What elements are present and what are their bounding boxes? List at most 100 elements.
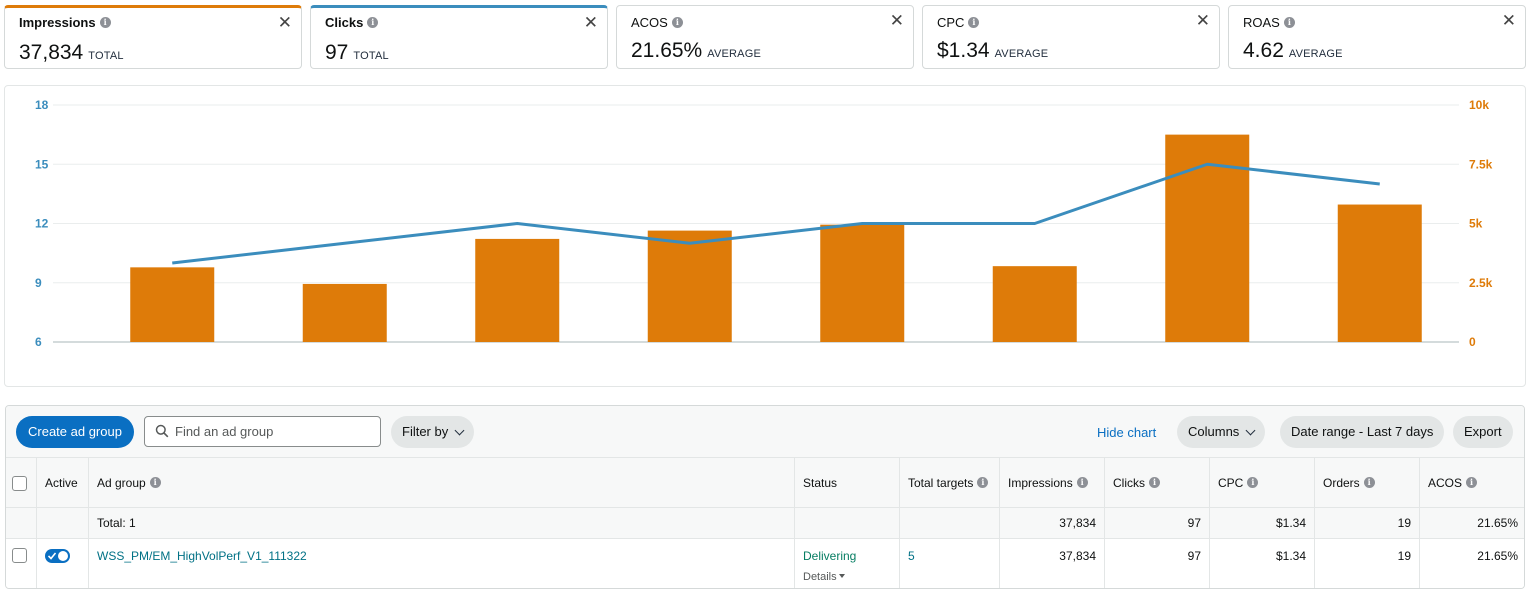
metric-name-roas: ROAS i: [1243, 15, 1295, 30]
info-icon[interactable]: i: [1283, 17, 1295, 28]
metric-card-clicks[interactable]: Clicks i 97 TOTAL ✕: [310, 5, 608, 69]
search-field[interactable]: [144, 416, 381, 447]
details-dropdown[interactable]: Details: [803, 569, 891, 583]
left-axis-tick: 18: [35, 98, 49, 112]
metric-card-impressions[interactable]: Impressions i 37,834 TOTAL ✕: [4, 5, 302, 69]
metric-number: $1.34: [937, 39, 990, 62]
details-label: Details: [803, 571, 837, 583]
create-ad-group-button[interactable]: Create ad group: [16, 416, 134, 448]
header-status[interactable]: Status: [795, 458, 900, 507]
metric-number: 97: [325, 41, 349, 64]
row-status-cell: Delivering Details: [795, 539, 900, 588]
total-impressions: 37,834: [1000, 508, 1105, 538]
table-toolbar: Create ad group Filter by Hide chart Col…: [6, 406, 1524, 458]
hide-chart-link[interactable]: Hide chart: [1097, 425, 1157, 440]
check-icon: [48, 552, 56, 560]
info-icon[interactable]: i: [1466, 477, 1478, 488]
metric-value-cpc: $1.34 AVERAGE: [937, 39, 1048, 63]
info-icon[interactable]: i: [671, 17, 683, 28]
status-text: Delivering: [803, 549, 857, 563]
table-header-row: Active Ad group i Status Total targets i…: [6, 458, 1524, 508]
right-axis-tick: 7.5k: [1469, 157, 1493, 171]
impressions-bar: [130, 267, 215, 342]
total-orders: 19: [1315, 508, 1420, 538]
header-acos[interactable]: ACOS i: [1420, 458, 1524, 507]
clicks-line: [172, 162, 1380, 265]
header-cpc[interactable]: CPC i: [1210, 458, 1315, 507]
metric-card-roas[interactable]: ROAS i 4.62 AVERAGE ✕: [1228, 5, 1526, 69]
header-impressions[interactable]: Impressions i: [1000, 458, 1105, 507]
right-axis-tick: 10k: [1469, 98, 1489, 112]
metric-name-impressions: Impressions i: [19, 15, 111, 30]
info-icon[interactable]: i: [149, 477, 161, 488]
metric-number: 4.62: [1243, 39, 1284, 62]
total-select-cell: [6, 508, 37, 538]
header-label: Ad group: [97, 475, 146, 490]
date-range-button[interactable]: Date range - Last 7 days: [1280, 416, 1445, 448]
info-icon[interactable]: i: [1247, 477, 1259, 488]
row-checkbox[interactable]: [12, 548, 27, 563]
close-icon[interactable]: ✕: [583, 13, 598, 32]
info-icon[interactable]: i: [1149, 477, 1160, 488]
metric-unit: AVERAGE: [994, 48, 1049, 60]
select-all-checkbox[interactable]: [12, 476, 27, 491]
header-clicks[interactable]: Clicks i: [1105, 458, 1210, 507]
performance-chart: 18 10k 15 7.5k 12 5k 9 2.5k 6 0: [4, 85, 1526, 387]
left-axis-tick: 12: [35, 217, 49, 231]
total-acos: 21.65%: [1477, 516, 1518, 530]
date-range-label: Date range - Last 7 days: [1291, 424, 1434, 439]
filter-by-button[interactable]: Filter by: [391, 416, 475, 448]
header-ad-group[interactable]: Ad group i: [89, 458, 795, 507]
search-icon: [155, 424, 169, 438]
right-axis-tick: 0: [1469, 335, 1476, 349]
info-icon[interactable]: i: [977, 477, 989, 488]
right-axis-tick: 5k: [1469, 217, 1483, 231]
metric-label: ACOS: [631, 15, 668, 30]
left-axis-tick: 15: [35, 157, 49, 171]
header-total-targets[interactable]: Total targets i: [900, 458, 1000, 507]
columns-label: Columns: [1188, 424, 1240, 439]
row-active-cell: [37, 539, 89, 588]
metric-value-acos: 21.65% AVERAGE: [631, 39, 761, 63]
row-acos: 21.65%: [1477, 549, 1518, 563]
impressions-bar: [302, 283, 387, 342]
table-row: WSS_PM/EM_HighVolPerf_V1_111322 Deliveri…: [6, 539, 1524, 588]
header-active: Active: [37, 458, 89, 507]
header-label: CPC: [1218, 475, 1244, 490]
header-label: Total targets: [908, 475, 974, 490]
columns-button[interactable]: Columns: [1177, 416, 1266, 448]
close-icon[interactable]: ✕: [1501, 11, 1516, 30]
export-button[interactable]: Export: [1453, 416, 1513, 448]
total-label: Total: 1: [89, 508, 795, 538]
row-ad-group-cell: WSS_PM/EM_HighVolPerf_V1_111322: [89, 539, 795, 588]
info-icon[interactable]: i: [367, 17, 379, 28]
chevron-down-icon: [1245, 425, 1256, 435]
row-targets-cell: 5: [900, 539, 1000, 588]
metric-label: Impressions: [19, 15, 96, 30]
info-icon[interactable]: i: [1363, 477, 1375, 488]
ad-group-link[interactable]: WSS_PM/EM_HighVolPerf_V1_111322: [97, 549, 307, 563]
metric-unit: AVERAGE: [1288, 48, 1343, 60]
info-icon[interactable]: i: [99, 17, 111, 28]
close-icon[interactable]: ✕: [889, 11, 904, 30]
metric-label: CPC: [937, 15, 965, 30]
impressions-bar: [1337, 204, 1422, 342]
header-orders[interactable]: Orders i: [1315, 458, 1420, 507]
left-axis-tick: 6: [35, 335, 42, 349]
header-label: ACOS: [1428, 475, 1463, 490]
metric-unit: TOTAL: [353, 50, 389, 62]
active-toggle[interactable]: [45, 549, 70, 563]
total-status-cell: [795, 508, 900, 538]
header-label: Status: [803, 475, 838, 490]
close-icon[interactable]: ✕: [1195, 11, 1210, 30]
metric-card-cpc[interactable]: CPC i $1.34 AVERAGE ✕: [922, 5, 1220, 69]
metric-card-acos[interactable]: ACOS i 21.65% AVERAGE ✕: [616, 5, 914, 69]
info-icon[interactable]: i: [1076, 477, 1088, 488]
metric-label: Clicks: [325, 15, 364, 30]
info-icon[interactable]: i: [968, 17, 980, 28]
search-input[interactable]: [175, 417, 375, 446]
total-targets-link[interactable]: 5: [908, 549, 915, 563]
impressions-bar: [1165, 134, 1250, 342]
close-icon[interactable]: ✕: [277, 13, 292, 32]
row-cpc: $1.34: [1210, 539, 1315, 588]
